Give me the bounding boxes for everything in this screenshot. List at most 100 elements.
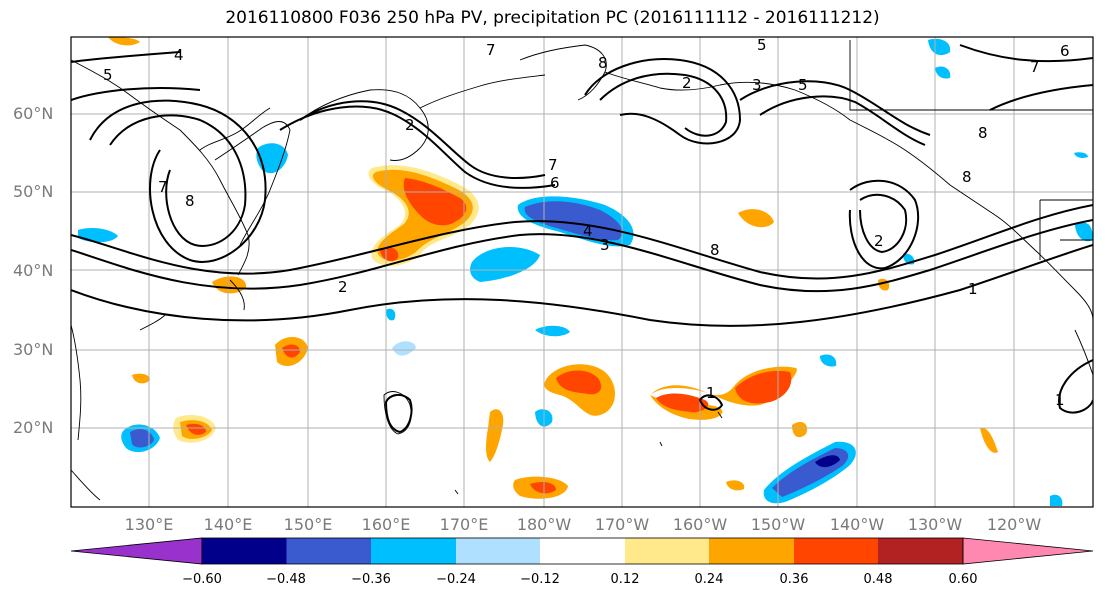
contour-label: 5 [757, 36, 767, 54]
pv-contour [584, 58, 742, 145]
precip-region [792, 421, 808, 438]
graticule [71, 37, 1093, 507]
contour-label: 8 [185, 192, 195, 210]
colorbar-tick-label: −0.48 [266, 572, 306, 587]
lon-label: 160°W [672, 515, 728, 534]
colorbar-tick-label: −0.12 [520, 572, 560, 587]
precip-region [656, 393, 709, 413]
precip-region [130, 429, 154, 448]
lon-label: 170°E [439, 515, 489, 534]
lat-label: 20°N [13, 418, 54, 437]
pv-contour [739, 80, 931, 136]
pv-contour [759, 95, 926, 146]
precip-region [1074, 152, 1088, 158]
colorbar-swatch [371, 538, 456, 564]
contour-label: 8 [978, 124, 988, 142]
pv-contour [848, 179, 920, 270]
pv-contour [1058, 359, 1093, 414]
contour-labels: 4 5 7 8 5 3 5 2 6 7 8 7 6 4 3 8 2 8 7 1 … [103, 36, 1070, 409]
precip-region [186, 423, 206, 435]
contour-label: 8 [962, 168, 972, 186]
lon-label: 150°W [750, 515, 806, 534]
precip-region [815, 455, 840, 468]
contour-label: 1 [968, 280, 978, 298]
colorbar-swatch [456, 538, 540, 564]
precip-positive-shading [108, 37, 998, 499]
precip-region [282, 344, 300, 358]
colorbar-tick-label: −0.24 [436, 572, 476, 587]
colorbar-swatch [202, 538, 287, 564]
pv-contour [599, 72, 728, 137]
colorbar-tick-label: −0.36 [351, 572, 391, 587]
pv-contour [384, 394, 413, 434]
contour-label: 4 [583, 222, 593, 240]
contour-label: 5 [798, 76, 808, 94]
precip-region [486, 409, 504, 462]
colorbar [70, 537, 1094, 565]
precip-region [726, 480, 745, 491]
pv-contour [279, 105, 556, 189]
contour-label: 2 [338, 278, 348, 296]
precip-region [935, 66, 951, 79]
contour-label: 7 [486, 41, 496, 59]
pv-contour [698, 394, 724, 411]
contour-label: 7 [548, 156, 558, 174]
pv-contour [959, 44, 1093, 63]
colorbar-extend-low [70, 537, 203, 565]
precip-region [256, 143, 288, 174]
contour-label: 6 [1060, 42, 1070, 60]
map-frame [70, 36, 1094, 508]
lat-label: 40°N [13, 261, 54, 280]
precip-region [1075, 222, 1093, 242]
contour-label: 8 [710, 241, 720, 259]
colorbar-swatch [540, 538, 625, 564]
colorbar-tick-label: 0.36 [779, 572, 809, 587]
contour-label: 2 [874, 232, 884, 250]
contour-label: 6 [550, 174, 560, 192]
colorbar-swatch [794, 538, 878, 564]
lat-label: 50°N [13, 182, 54, 201]
pv-contour [71, 51, 181, 63]
contour-label: 2 [405, 116, 415, 134]
lon-label: 120°W [986, 515, 1042, 534]
pv-contour [71, 244, 1093, 327]
precip-region [386, 308, 396, 321]
colorbar-extend-high [962, 537, 1094, 565]
colorbar-swatch [878, 538, 963, 564]
lon-label: 140°W [829, 515, 885, 534]
contour-label: 3 [600, 236, 610, 254]
contour-label: 7 [1030, 58, 1040, 76]
lon-label: 140°E [203, 515, 253, 534]
precip-region [524, 201, 623, 241]
precip-region [820, 354, 837, 367]
lon-label: 150°E [283, 515, 333, 534]
lat-label: 30°N [13, 340, 54, 359]
colorbar-tick-label: 0.60 [948, 572, 978, 587]
pv-contour [989, 84, 1093, 111]
contour-label: 5 [103, 66, 113, 84]
lon-label: 130°E [124, 515, 174, 534]
precip-region [735, 370, 792, 404]
colorbar-tick-label: 0.12 [610, 572, 640, 587]
colorbar-frame [201, 537, 964, 565]
pv-contour [109, 114, 247, 247]
colorbar-tick-label: −0.60 [182, 572, 222, 587]
lon-label: 130°W [907, 515, 963, 534]
precip-region [470, 246, 540, 282]
precip-region [738, 209, 774, 228]
precip-region [380, 247, 399, 262]
precip-region [980, 427, 998, 453]
precip-region [556, 370, 602, 395]
precip-region [132, 373, 150, 384]
contour-label: 7 [158, 178, 168, 196]
precip-region [78, 228, 118, 243]
pv-contours [71, 44, 1093, 434]
pv-contour [71, 204, 1093, 280]
map-title: 2016110800 F036 250 hPa PV, precipitatio… [225, 8, 880, 28]
contour-label: 1 [1055, 391, 1065, 409]
pv-contour [859, 193, 908, 254]
lon-label: 170°W [594, 515, 650, 534]
colorbar-tick-label: 0.48 [863, 572, 893, 587]
contour-label: 2 [682, 74, 692, 92]
